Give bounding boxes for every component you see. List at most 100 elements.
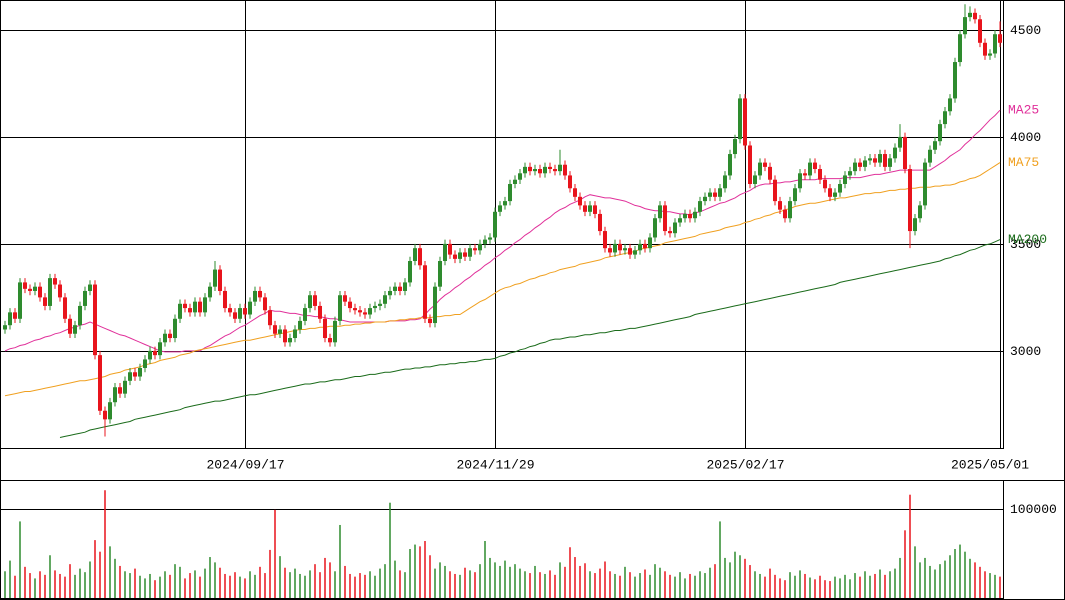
ma-label: MA75 <box>1008 155 1039 170</box>
price-panel <box>0 0 1004 449</box>
volume-bar <box>659 567 661 598</box>
volume-bar <box>99 551 101 598</box>
candle-body <box>913 218 917 232</box>
candle-body <box>758 162 762 176</box>
volume-bar <box>579 565 581 598</box>
candle-body <box>213 269 217 287</box>
candle-body <box>173 318 177 339</box>
volume-bar <box>419 546 421 598</box>
candle-body <box>983 42 987 56</box>
candle-body <box>578 196 582 206</box>
volume-bar <box>154 580 156 598</box>
volume-bar <box>739 555 741 598</box>
candle-body <box>458 252 462 259</box>
candle-body <box>323 318 327 339</box>
volume-bar <box>429 555 431 598</box>
volume-bar <box>609 571 611 598</box>
volume-bar <box>799 570 801 598</box>
candle-body <box>588 205 592 212</box>
candle-body <box>738 98 742 140</box>
volume-bar <box>854 573 856 598</box>
candle-body <box>688 213 692 219</box>
volume-bar <box>559 562 561 598</box>
candle-body <box>293 329 297 339</box>
volume-bar <box>319 572 321 598</box>
candle-body <box>398 286 402 291</box>
x-tick-label: 2024/11/29 <box>456 457 534 472</box>
volume-bar <box>394 560 396 598</box>
volume-bar <box>199 576 201 598</box>
volume-bar <box>639 573 641 598</box>
volume-bar <box>764 576 766 598</box>
volume-bar <box>979 566 981 598</box>
volume-bar <box>414 544 416 598</box>
volume-bar <box>269 549 271 598</box>
volume-bar <box>234 572 236 598</box>
candle-body <box>733 139 737 155</box>
volume-bar <box>4 571 6 598</box>
volume-bar <box>469 570 471 598</box>
candle-body <box>118 387 122 394</box>
x-tick-label: 2025/02/17 <box>706 457 784 472</box>
volume-bar <box>819 575 821 598</box>
candle-body <box>548 166 552 170</box>
volume-bar <box>859 576 861 598</box>
volume-bar <box>364 574 366 598</box>
candle-body <box>538 169 542 174</box>
candle-body <box>63 297 67 319</box>
volume-bar <box>604 561 606 598</box>
volume-bar <box>884 574 886 598</box>
candle-body <box>53 278 57 285</box>
y-tick-label: 4000 <box>1010 130 1041 145</box>
candle-body <box>723 175 727 189</box>
candle-body <box>193 301 197 313</box>
candle-body <box>243 308 247 315</box>
candle-body <box>763 162 767 167</box>
volume-bar <box>629 572 631 598</box>
candle-body <box>328 338 332 343</box>
volume-bar <box>514 564 516 598</box>
candle-body <box>463 252 467 257</box>
volume-bar <box>459 574 461 598</box>
volume-bar <box>519 568 521 598</box>
candle-body <box>123 380 127 394</box>
volume-bar <box>49 555 51 598</box>
candle-body <box>728 154 732 176</box>
candle-body <box>468 248 472 257</box>
volume-bar <box>289 572 291 598</box>
candle-body <box>158 342 162 356</box>
volume-bar <box>939 564 941 598</box>
candle-body <box>428 318 432 324</box>
volume-bar <box>689 573 691 598</box>
candle-body <box>753 175 757 184</box>
candle-body <box>198 301 202 313</box>
candle-body <box>558 164 562 172</box>
candle-body <box>793 188 797 202</box>
candle-body <box>783 209 787 219</box>
volume-bar <box>274 509 276 598</box>
candle-body <box>388 290 392 296</box>
candle-body <box>318 305 322 319</box>
volume-bar <box>894 568 896 598</box>
candle-body <box>308 295 312 309</box>
volume-bar <box>244 578 246 598</box>
volume-bar <box>844 574 846 598</box>
candle-body <box>533 169 537 172</box>
volume-bar <box>589 571 591 598</box>
candle-body <box>858 162 862 167</box>
volume-panel <box>0 480 1004 599</box>
volume-bar <box>584 563 586 598</box>
candle-body <box>358 310 362 313</box>
volume-bar <box>249 571 251 598</box>
volume-bar <box>694 575 696 598</box>
candle-body <box>743 98 747 146</box>
volume-bar <box>864 571 866 598</box>
volume-bar <box>769 568 771 598</box>
volume-bar <box>304 575 306 598</box>
volume-bar <box>674 576 676 598</box>
volume-bar <box>839 578 841 598</box>
volume-bar <box>709 567 711 598</box>
candle-body <box>668 231 672 234</box>
volume-bar <box>14 575 16 598</box>
